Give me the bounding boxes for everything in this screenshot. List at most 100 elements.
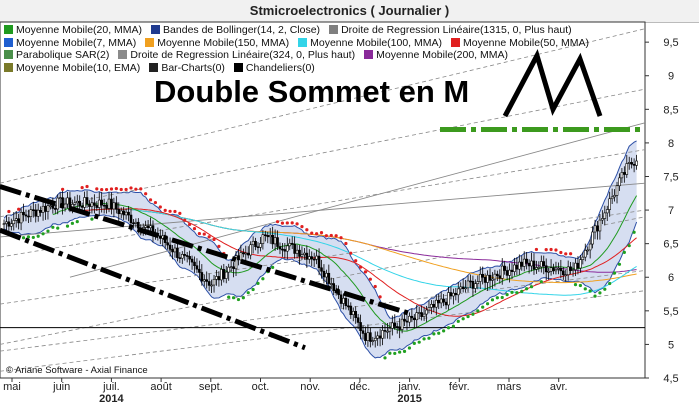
candle-body <box>574 262 577 271</box>
candle-body <box>90 202 94 207</box>
legend-swatch <box>298 37 308 47</box>
sar-dot <box>134 187 138 191</box>
candle-body <box>180 254 184 259</box>
candle-body <box>281 248 284 251</box>
candle-body <box>278 246 282 250</box>
candle-body <box>2 223 6 225</box>
sar-dot <box>275 220 280 224</box>
sar-dot <box>197 231 201 236</box>
candle-body <box>608 198 611 210</box>
sar-dot <box>100 188 104 192</box>
candle-body <box>102 204 106 207</box>
candle-body <box>583 250 587 258</box>
sar-dot <box>305 228 309 232</box>
sar-dot <box>271 265 275 269</box>
candle-body <box>478 273 482 282</box>
candle-body <box>371 340 375 342</box>
candle-body <box>476 281 480 284</box>
candle-body <box>66 197 69 205</box>
candle-body <box>420 312 423 317</box>
candle-body <box>100 199 103 206</box>
sar-dot <box>525 287 529 291</box>
candle-body <box>630 162 633 165</box>
candle-body <box>317 255 321 269</box>
legend-swatch <box>4 25 13 34</box>
candle-body <box>293 243 296 254</box>
sar-dot <box>329 233 333 238</box>
legend-label: Moyenne Mobile(10, EMA) <box>16 61 141 74</box>
candle-body <box>439 298 443 304</box>
sar-dot <box>393 351 397 356</box>
candle-body <box>36 209 40 217</box>
candle-body <box>610 196 614 200</box>
candle-body <box>19 211 23 224</box>
candle-body <box>303 252 306 255</box>
candle-body <box>537 266 541 269</box>
legend-item: Chandeliers(0) <box>233 62 315 74</box>
sar-dot <box>183 218 187 222</box>
x-tick-label: avr. <box>550 381 568 393</box>
candle-body <box>581 256 585 260</box>
candle-body <box>268 234 272 238</box>
sar-dot <box>510 290 514 294</box>
sar-dot <box>61 187 65 191</box>
candle-body <box>34 209 38 217</box>
candle-body <box>566 266 570 276</box>
candle-body <box>564 274 568 277</box>
copyright-text: © Ariane Software - Axial Finance <box>6 365 148 376</box>
candle-body <box>618 177 621 187</box>
legend-swatch <box>4 62 13 72</box>
candle-body <box>176 247 179 258</box>
sar-dot <box>217 244 221 248</box>
candle-body <box>46 205 50 212</box>
candle-body <box>10 223 13 227</box>
sar-dot <box>70 221 74 225</box>
candle-body <box>561 270 565 276</box>
sar-dot <box>188 222 192 226</box>
sar-dot <box>65 224 70 228</box>
sar-dot <box>295 222 299 226</box>
candle-body <box>222 269 226 279</box>
candle-body <box>532 260 536 270</box>
candle-body <box>383 330 387 332</box>
candle-body <box>369 332 372 342</box>
candle-body <box>349 305 353 316</box>
sar-dot <box>534 247 539 252</box>
candle-body <box>88 203 91 207</box>
channel-lower-line <box>0 227 306 351</box>
candle-body <box>452 292 455 297</box>
candle-body <box>119 210 123 215</box>
candle-body <box>456 288 460 296</box>
candle-body <box>254 240 257 248</box>
candle-body <box>49 205 52 207</box>
candle-body <box>332 283 336 292</box>
legend-swatch <box>151 25 161 34</box>
candle-body <box>378 335 382 339</box>
sar-dot <box>319 231 324 235</box>
candle-body <box>540 261 543 268</box>
sar-dot <box>236 297 241 302</box>
sar-dot <box>85 184 89 189</box>
candle-body <box>417 312 421 314</box>
candle-body <box>381 330 384 339</box>
bollinger-upper-line <box>3 140 637 319</box>
candle-body <box>427 307 431 311</box>
legend-label: Moyenne Mobile(200, MMA) <box>376 49 508 61</box>
regression-line <box>0 28 646 184</box>
candle-body <box>144 225 147 228</box>
candle-body <box>73 202 77 205</box>
legend-swatch <box>4 37 13 47</box>
legend-item: Droite de Regression Linéaire(1315, 0, P… <box>329 24 572 36</box>
candle-body <box>249 244 252 256</box>
sar-dot <box>417 340 421 344</box>
candle-body <box>510 269 514 272</box>
x-tick-label: mars <box>497 381 522 393</box>
candle-body <box>168 244 172 250</box>
sar-dot <box>285 221 289 225</box>
regression-line <box>0 88 646 218</box>
sar-dot <box>578 283 582 288</box>
candle-body <box>527 262 531 267</box>
sar-dot <box>407 346 412 350</box>
candle-body <box>571 269 575 272</box>
candle-body <box>220 269 223 281</box>
